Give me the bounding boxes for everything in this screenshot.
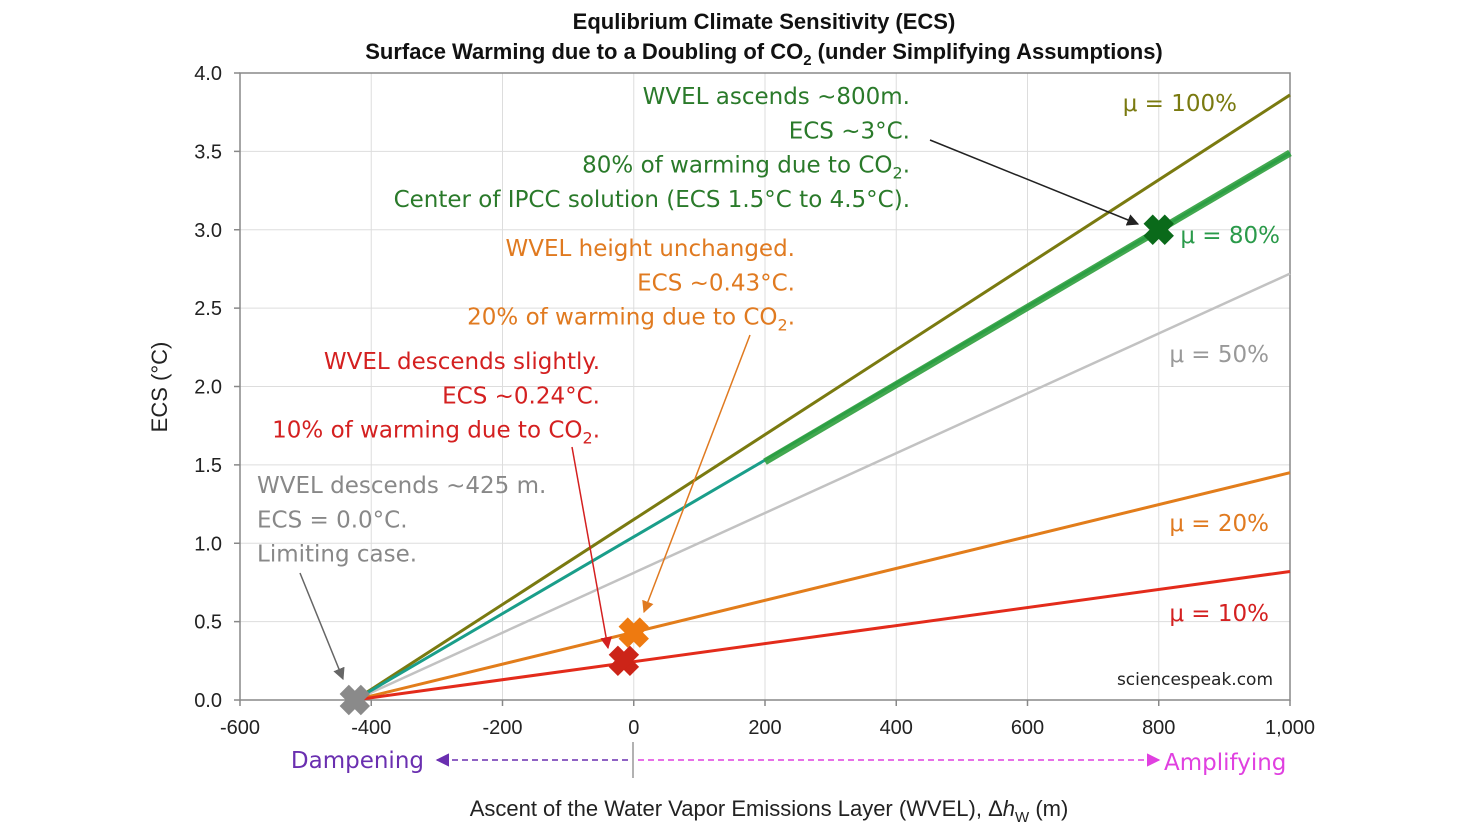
annotation-line: Center of IPCC solution (ECS 1.5°C to 4.…: [394, 187, 910, 213]
ipcc-range-highlight: [763, 149, 1292, 465]
dampening-label: Dampening: [291, 748, 424, 774]
x-tick-label: 200: [748, 717, 781, 739]
annotation-text: WVEL ascends ~800m.: [643, 84, 910, 110]
arrow-800m: [929, 139, 1140, 226]
marker-layer: [339, 214, 1174, 716]
marker-x: [618, 617, 649, 648]
annotation-text: ECS ~0.43°C.: [637, 270, 795, 296]
x-tick-label: 600: [1011, 717, 1044, 739]
marker-x-bar: [339, 684, 371, 716]
y-tick-label: 4.0: [194, 63, 222, 85]
series-line-3: [354, 272, 1291, 702]
y-tick-label: 0.0: [194, 690, 222, 712]
annotation-subscript: 2: [778, 316, 788, 335]
series-label: μ = 20%: [1169, 511, 1269, 537]
x-axis-label: Ascent of the Water Vapor Emissions Laye…: [470, 796, 1069, 826]
annotation-line: WVEL descends ~425 m.: [257, 473, 546, 499]
annotation-text: ECS ~3°C.: [789, 118, 910, 144]
chart-title-line-2: Surface Warming due to a Doubling of CO2…: [365, 39, 1163, 69]
series-label: μ = 50%: [1169, 342, 1269, 368]
series-layer: [354, 93, 1292, 702]
annotation-line: WVEL height unchanged.: [506, 236, 795, 262]
annotation-text: 20% of warming due to CO: [467, 305, 777, 331]
series-line-1: [354, 93, 1291, 702]
x-tick-label: -400: [351, 717, 391, 739]
annotation-text: 80% of warming due to CO: [582, 153, 892, 179]
annotation-line: WVEL descends slightly.: [324, 349, 600, 375]
tick-layer: -600 -400 -200 0 200 400 600 800 1,000 0.0 0.5 1.0 1…: [194, 63, 1315, 739]
marker-x: [1143, 214, 1174, 245]
annotation-text: ECS = 0.0°C.: [257, 507, 408, 533]
series-line-5: [354, 569, 1291, 702]
series-label: μ = 10%: [1169, 601, 1269, 627]
marker-x-bar: [608, 645, 640, 677]
y-tick-label: 1.5: [194, 455, 222, 477]
arrow-descends-slightly: [571, 446, 613, 650]
x-tick-label: 800: [1142, 717, 1175, 739]
annotation-arrows: [299, 139, 1140, 681]
annotation-text: WVEL height unchanged.: [506, 236, 795, 262]
y-tick-label: 3.0: [194, 220, 222, 242]
title-line-2-pre: Surface Warming due to a Doubling of CO: [365, 39, 803, 64]
annotation-line: ECS = 0.0°C.: [257, 507, 408, 533]
annotation-subscript: 2: [893, 164, 903, 183]
chart-title-line-1: Equlibrium Climate Sensitivity (ECS): [573, 9, 956, 34]
annotation-text: Limiting case.: [257, 542, 417, 568]
annotation-line: Limiting case.: [257, 542, 417, 568]
arrow-unchanged: [642, 334, 751, 614]
x-tick-label: -200: [482, 717, 522, 739]
annotation-text: WVEL descends slightly.: [324, 349, 600, 375]
annotation-text: WVEL descends ~425 m.: [257, 473, 546, 499]
annotation-text: .: [788, 305, 795, 331]
annotation-line: 20% of warming due to CO2.: [467, 305, 795, 335]
annotation-text: ECS ~0.24°C.: [442, 383, 600, 409]
y-tick-label: 1.0: [194, 533, 222, 555]
title-line-2-sub: 2: [803, 52, 811, 69]
x-tick-label: 400: [880, 717, 913, 739]
x-axis-label-italic: h: [1003, 796, 1015, 821]
series-label-layer: μ = 100% μ = 80% μ = 50% μ = 20% μ = 10%: [1123, 91, 1280, 627]
annotation-subscript: 2: [583, 429, 593, 448]
annotation-text: .: [593, 418, 600, 444]
annotation-line: 10% of warming due to CO2.: [272, 418, 600, 448]
x-tick-label: -600: [220, 717, 260, 739]
annotation-line: 80% of warming due to CO2.: [582, 153, 910, 183]
marker-x-bar: [1143, 214, 1174, 245]
y-tick-label: 2.5: [194, 298, 222, 320]
y-tick-label: 3.5: [194, 141, 222, 163]
marker-x: [339, 684, 371, 716]
annotation-text: .: [903, 153, 910, 179]
credit-text: sciencespeak.com: [1117, 670, 1273, 690]
x-tick-label: 1,000: [1265, 717, 1315, 739]
annotation-line: ECS ~3°C.: [789, 118, 910, 144]
marker-x: [608, 645, 640, 677]
y-tick-label: 2.0: [194, 377, 222, 399]
annotation-text: 10% of warming due to CO: [272, 418, 582, 444]
x-axis-label-post: (m): [1029, 796, 1068, 821]
annotation-layer: WVEL ascends ~800m. ECS ~3°C. 80% of warmi…: [257, 84, 910, 568]
series-label: μ = 100%: [1123, 91, 1237, 117]
annotation-text: Center of IPCC solution (ECS 1.5°C to 4.…: [394, 187, 910, 213]
annotation-line: ECS ~0.24°C.: [442, 383, 600, 409]
x-axis-label-sub: W: [1015, 809, 1030, 826]
annotation-line: ECS ~0.43°C.: [637, 270, 795, 296]
x-axis-label-pre: Ascent of the Water Vapor Emissions Laye…: [470, 796, 1003, 821]
title-line-2-post: (under Simplifying Assumptions): [812, 39, 1163, 64]
series-line-4: [354, 471, 1291, 702]
marker-x-bar: [618, 617, 649, 648]
series-label: μ = 80%: [1180, 223, 1280, 249]
x-tick-label: 0: [628, 717, 639, 739]
arrow-limiting-case: [299, 572, 345, 681]
annotation-line: WVEL ascends ~800m.: [643, 84, 910, 110]
y-tick-label: 0.5: [194, 612, 222, 634]
amplifying-label: Amplifying: [1164, 750, 1286, 776]
y-axis-label: ECS (°C): [147, 342, 172, 433]
